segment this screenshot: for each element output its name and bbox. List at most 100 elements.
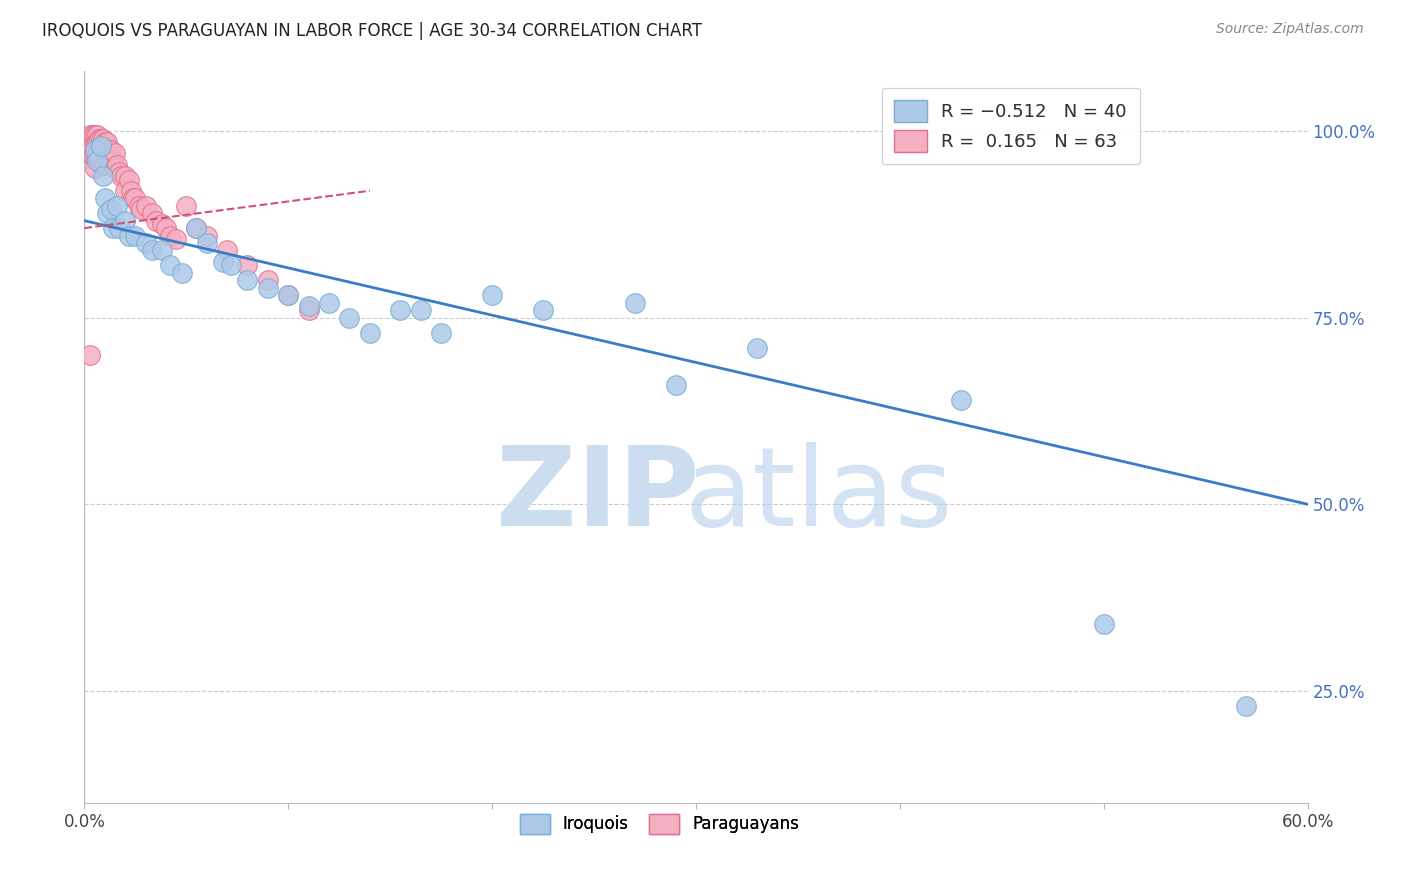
- Point: [100, 143, 122, 157]
- Point: [105, 158, 128, 172]
- Point: [93, 146, 115, 161]
- Point: [86, 153, 108, 168]
- Point: [79, 128, 101, 142]
- Point: [217, 244, 239, 258]
- Point: [87, 143, 110, 157]
- Point: [747, 341, 769, 355]
- Point: [91, 158, 114, 172]
- Point: [150, 218, 173, 232]
- Point: [90, 131, 112, 145]
- Point: [257, 273, 280, 287]
- Point: [359, 326, 381, 340]
- Point: [93, 135, 115, 149]
- Point: [430, 326, 453, 340]
- Point: [97, 143, 120, 157]
- Point: [114, 169, 136, 183]
- Point: [155, 221, 177, 235]
- Point: [104, 146, 127, 161]
- Point: [120, 184, 142, 198]
- Point: [93, 191, 115, 205]
- Point: [186, 221, 208, 235]
- Point: [141, 206, 163, 220]
- Point: [101, 153, 124, 168]
- Point: [298, 303, 321, 318]
- Point: [135, 235, 157, 250]
- Point: [90, 153, 112, 168]
- Point: [83, 143, 105, 157]
- Point: [86, 150, 108, 164]
- Point: [481, 288, 503, 302]
- Point: [219, 259, 242, 273]
- Point: [128, 199, 150, 213]
- Point: [124, 191, 146, 205]
- Point: [82, 139, 104, 153]
- Point: [91, 131, 114, 145]
- Point: [409, 303, 432, 318]
- Point: [108, 165, 131, 179]
- Point: [87, 131, 110, 145]
- Point: [118, 228, 141, 243]
- Point: [101, 221, 124, 235]
- Point: [172, 266, 194, 280]
- Point: [90, 143, 112, 157]
- Point: [87, 153, 110, 168]
- Point: [79, 135, 101, 149]
- Point: [165, 232, 187, 246]
- Point: [195, 228, 218, 243]
- Point: [110, 169, 132, 183]
- Point: [624, 295, 647, 310]
- Point: [124, 228, 146, 243]
- Text: IROQUOIS VS PARAGUAYAN IN LABOR FORCE | AGE 30-34 CORRELATION CHART: IROQUOIS VS PARAGUAYAN IN LABOR FORCE | …: [42, 22, 702, 40]
- Point: [135, 199, 157, 213]
- Point: [122, 191, 145, 205]
- Point: [236, 259, 259, 273]
- Point: [83, 139, 105, 153]
- Point: [318, 295, 340, 310]
- Point: [86, 135, 108, 149]
- Point: [100, 202, 122, 217]
- Point: [77, 143, 100, 157]
- Point: [86, 128, 108, 142]
- Point: [277, 288, 299, 302]
- Point: [83, 161, 105, 176]
- Point: [531, 303, 554, 318]
- Text: ZIP: ZIP: [496, 442, 700, 549]
- Point: [114, 184, 136, 198]
- Point: [277, 288, 299, 302]
- Point: [83, 150, 105, 164]
- Legend: Iroquois, Paraguayans: Iroquois, Paraguayans: [508, 802, 811, 846]
- Point: [108, 221, 131, 235]
- Point: [159, 259, 181, 273]
- Text: Source: ZipAtlas.com: Source: ZipAtlas.com: [1216, 22, 1364, 37]
- Point: [79, 348, 101, 362]
- Point: [665, 377, 688, 392]
- Point: [1092, 616, 1115, 631]
- Point: [90, 139, 112, 153]
- Point: [104, 161, 127, 176]
- Point: [145, 213, 167, 227]
- Point: [236, 273, 259, 287]
- Point: [159, 228, 181, 243]
- Point: [96, 206, 118, 220]
- Point: [96, 148, 118, 162]
- Point: [100, 155, 122, 169]
- Point: [93, 158, 115, 172]
- Point: [174, 199, 197, 213]
- Point: [195, 235, 218, 250]
- Point: [212, 254, 235, 268]
- Point: [91, 143, 114, 157]
- Point: [389, 303, 412, 318]
- Point: [950, 392, 973, 407]
- Point: [150, 244, 173, 258]
- Point: [77, 131, 100, 145]
- Point: [79, 146, 101, 161]
- Point: [114, 213, 136, 227]
- Point: [96, 135, 118, 149]
- Point: [141, 244, 163, 258]
- Point: [298, 300, 321, 314]
- Point: [82, 150, 104, 164]
- Point: [105, 199, 128, 213]
- Point: [91, 169, 114, 183]
- Point: [131, 202, 153, 217]
- Point: [257, 281, 280, 295]
